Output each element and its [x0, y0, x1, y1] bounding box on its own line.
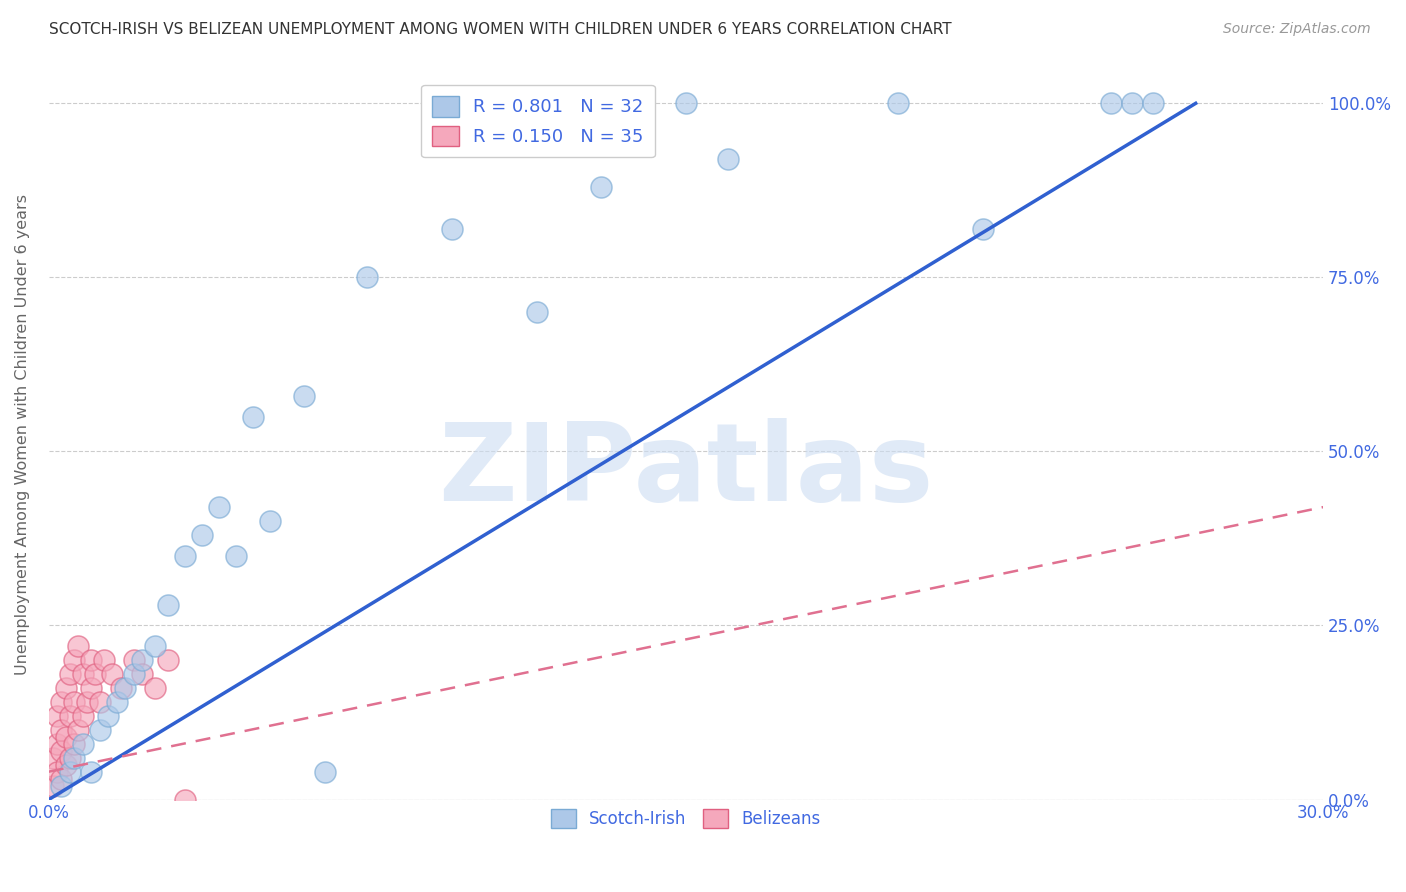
Point [717, 152, 740, 166]
Point [80, 681, 103, 695]
Point [156, 598, 179, 612]
Point [972, 221, 994, 235]
Point [84, 667, 107, 681]
Point [59, 764, 82, 779]
Point [190, 528, 212, 542]
Point [72, 709, 94, 723]
Point [55, 757, 77, 772]
Point [59, 709, 82, 723]
Point [67, 723, 90, 737]
Point [114, 681, 136, 695]
Point [89, 695, 111, 709]
Point [143, 681, 166, 695]
Point [72, 737, 94, 751]
Point [356, 270, 378, 285]
Point [63, 750, 86, 764]
Point [63, 653, 86, 667]
Point [51, 695, 73, 709]
Point [46, 709, 69, 723]
Point [97, 709, 120, 723]
Point [59, 750, 82, 764]
Point [76, 695, 98, 709]
Text: Source: ZipAtlas.com: Source: ZipAtlas.com [1223, 22, 1371, 37]
Legend: Scotch-Irish, Belizeans: Scotch-Irish, Belizeans [544, 803, 828, 835]
Point [105, 695, 128, 709]
Point [589, 179, 612, 194]
Point [55, 730, 77, 744]
Point [208, 500, 231, 515]
Point [122, 667, 145, 681]
Point [131, 653, 153, 667]
Point [51, 772, 73, 786]
Point [292, 389, 315, 403]
Point [51, 723, 73, 737]
Point [51, 744, 73, 758]
Point [80, 653, 103, 667]
Point [101, 667, 124, 681]
Point [1121, 96, 1143, 111]
Point [156, 653, 179, 667]
Point [173, 792, 195, 806]
Point [122, 653, 145, 667]
Point [42, 750, 65, 764]
Point [72, 667, 94, 681]
Point [51, 779, 73, 793]
Point [63, 695, 86, 709]
Point [67, 640, 90, 654]
Point [441, 221, 464, 235]
Point [131, 667, 153, 681]
Point [46, 764, 69, 779]
Point [42, 779, 65, 793]
Point [1142, 96, 1164, 111]
Point [242, 409, 264, 424]
Point [225, 549, 247, 563]
Point [110, 681, 132, 695]
Point [675, 96, 697, 111]
Point [314, 764, 336, 779]
Y-axis label: Unemployment Among Women with Children Under 6 years: Unemployment Among Women with Children U… [15, 194, 30, 674]
Point [143, 640, 166, 654]
Point [526, 305, 548, 319]
Text: ZIPatlas: ZIPatlas [439, 417, 934, 524]
Text: SCOTCH-IRISH VS BELIZEAN UNEMPLOYMENT AMONG WOMEN WITH CHILDREN UNDER 6 YEARS CO: SCOTCH-IRISH VS BELIZEAN UNEMPLOYMENT AM… [49, 22, 952, 37]
Point [259, 514, 281, 528]
Point [887, 96, 910, 111]
Point [89, 723, 111, 737]
Point [173, 549, 195, 563]
Point [46, 737, 69, 751]
Point [93, 653, 115, 667]
Point [55, 681, 77, 695]
Point [80, 764, 103, 779]
Point [1099, 96, 1122, 111]
Point [59, 667, 82, 681]
Point [63, 737, 86, 751]
